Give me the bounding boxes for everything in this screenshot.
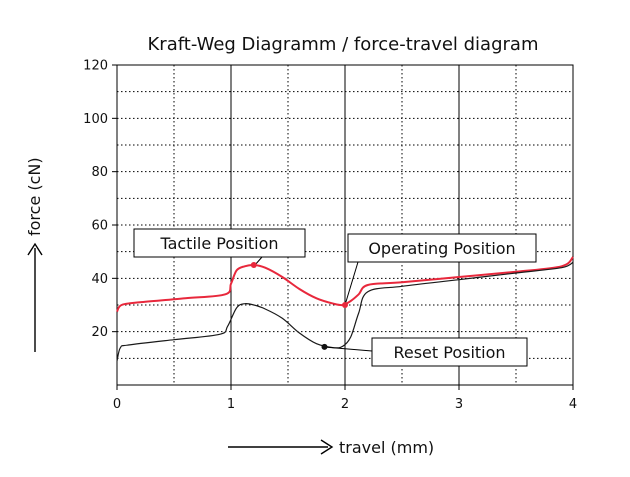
tactile-point-marker (250, 262, 257, 268)
operating-leader-line (344, 261, 359, 306)
y-axis-label-group: force (cN) (25, 157, 44, 352)
y-axis-label: force (cN) (25, 157, 44, 236)
tactile-callout: Tactile Position (133, 228, 306, 266)
y-axis-ticks: 20 40 60 80 100 120 (83, 59, 117, 340)
tactile-label-box (133, 228, 306, 258)
y-tick-label: 40 (91, 272, 108, 287)
x-tick-label: 4 (569, 397, 577, 412)
operating-force-line (116, 256, 574, 313)
operating-callout: Operating Position (344, 233, 537, 306)
reset-leader-line (323, 346, 373, 352)
x-tick-label: 1 (227, 397, 235, 412)
series-lines (116, 256, 574, 362)
operating-label-box (347, 233, 537, 263)
y-tick-label: 20 (91, 325, 108, 340)
reset-position-label: Reset Position (393, 343, 505, 362)
reset-callout: Reset Position (323, 337, 528, 367)
x-tick-label: 0 (113, 397, 121, 412)
y-axis-arrow-head (27, 242, 43, 256)
chart-title: Kraft-Weg Diagramm / force-travel diagra… (148, 34, 539, 55)
x-tick-label: 2 (341, 397, 349, 412)
x-axis-ticks: 0 1 2 3 4 (113, 385, 577, 412)
y-tick-label: 120 (83, 59, 108, 74)
y-tick-label: 80 (91, 165, 108, 180)
marker-points (250, 262, 348, 350)
x-axis-label-group: travel (mm) (228, 438, 434, 457)
reset-point-marker (321, 343, 328, 350)
x-axis-arrow-head (320, 439, 334, 455)
reset-force-line (116, 261, 574, 362)
grid (117, 65, 573, 385)
operating-position-label: Operating Position (368, 239, 515, 258)
y-tick-label: 100 (83, 112, 108, 127)
x-tick-label: 3 (455, 397, 463, 412)
x-axis-label: travel (mm) (339, 438, 434, 457)
tactile-position-label: Tactile Position (159, 234, 278, 253)
reset-label-box (371, 337, 528, 367)
y-tick-label: 60 (91, 219, 108, 234)
operating-point-marker (342, 302, 348, 308)
